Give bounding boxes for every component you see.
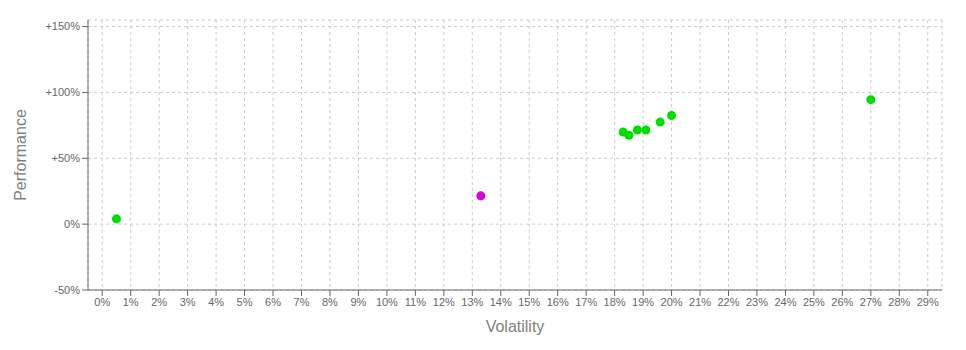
svg-text:23%: 23% [746, 296, 768, 308]
svg-text:+100%: +100% [45, 86, 80, 98]
svg-text:27%: 27% [860, 296, 882, 308]
svg-text:3%: 3% [180, 296, 196, 308]
svg-text:10%: 10% [376, 296, 398, 308]
svg-text:Performance: Performance [12, 109, 29, 201]
svg-text:5%: 5% [237, 296, 253, 308]
svg-text:19%: 19% [632, 296, 654, 308]
svg-text:13%: 13% [461, 296, 483, 308]
svg-text:25%: 25% [803, 296, 825, 308]
svg-text:17%: 17% [575, 296, 597, 308]
svg-text:21%: 21% [689, 296, 711, 308]
svg-text:12%: 12% [433, 296, 455, 308]
svg-text:28%: 28% [888, 296, 910, 308]
svg-text:+150%: +150% [45, 20, 80, 32]
svg-text:15%: 15% [518, 296, 540, 308]
svg-text:11%: 11% [405, 296, 426, 308]
svg-text:0%: 0% [94, 296, 110, 308]
svg-text:Volatility: Volatility [486, 318, 545, 335]
svg-text:20%: 20% [661, 296, 683, 308]
svg-text:2%: 2% [151, 296, 167, 308]
svg-text:18%: 18% [604, 296, 626, 308]
svg-text:1%: 1% [123, 296, 139, 308]
svg-text:9%: 9% [350, 296, 366, 308]
svg-text:7%: 7% [294, 296, 310, 308]
svg-text:29%: 29% [917, 296, 939, 308]
svg-text:6%: 6% [265, 296, 281, 308]
svg-text:26%: 26% [831, 296, 853, 308]
svg-text:+50%: +50% [52, 152, 81, 164]
svg-text:0%: 0% [64, 218, 80, 230]
svg-text:24%: 24% [774, 296, 796, 308]
svg-text:-50%: -50% [54, 284, 80, 296]
svg-text:8%: 8% [322, 296, 338, 308]
svg-text:4%: 4% [208, 296, 224, 308]
svg-text:14%: 14% [490, 296, 512, 308]
svg-text:22%: 22% [717, 296, 739, 308]
svg-text:16%: 16% [547, 296, 569, 308]
